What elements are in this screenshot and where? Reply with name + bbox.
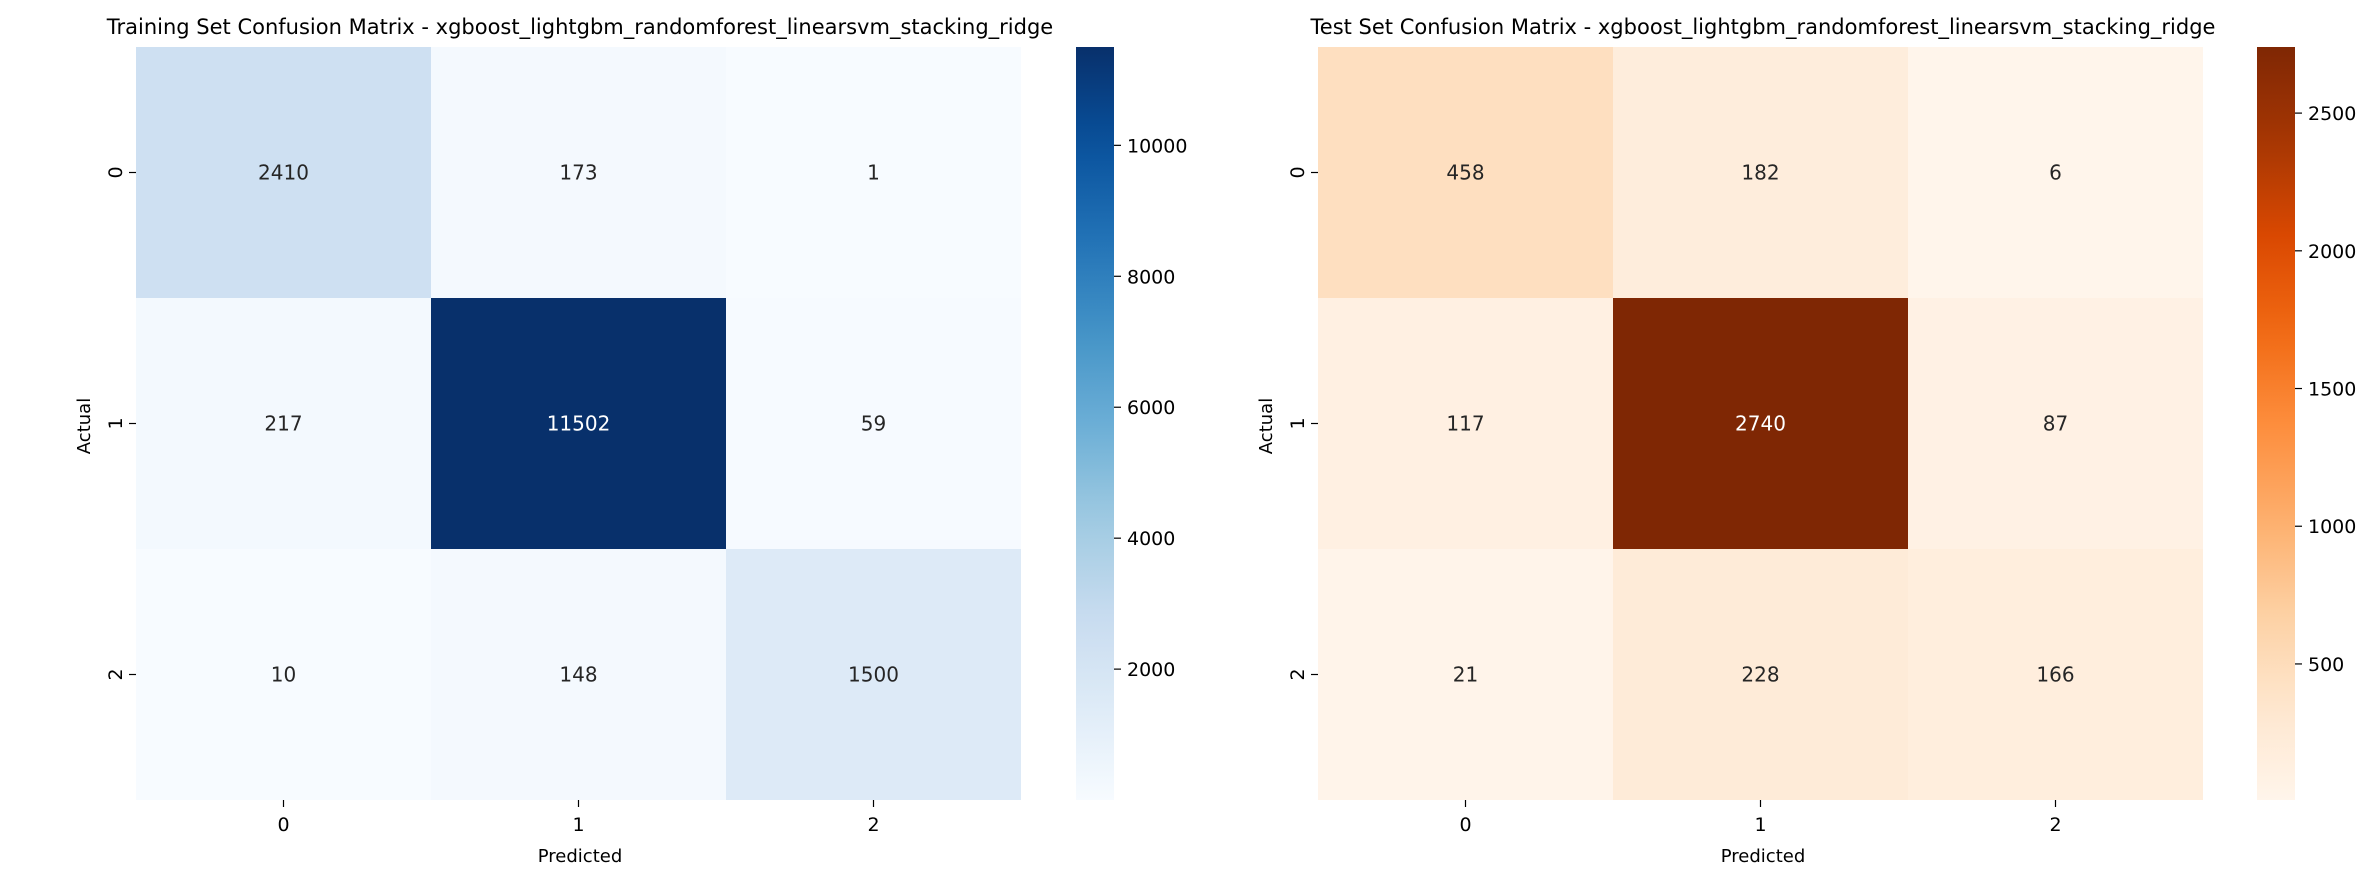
training-confusion-matrix-panel: Training Set Confusion Matrix - xgboost_… <box>74 15 1187 867</box>
colorbar-tick-label: 10000 <box>1127 135 1187 157</box>
cell-value-r0-c2: 1 <box>867 161 880 185</box>
cell-value-r1-c1: 11502 <box>547 412 611 436</box>
heatmap-cell-r1-c0 <box>1318 298 1613 549</box>
test-confusion-matrix-panel: Test Set Confusion Matrix - xgboost_ligh… <box>1256 15 2356 867</box>
heatmap-cell-r1-c2 <box>1908 298 2203 549</box>
colorbar-tick-label: 1000 <box>2308 516 2356 538</box>
heatmap-cell-r0-c1 <box>431 47 726 298</box>
y-tick-label: 2 <box>1287 668 1309 680</box>
colorbar-tick-label: 2000 <box>2308 241 2356 263</box>
heatmap-cell-r2-c0 <box>1318 549 1613 800</box>
colorbar-tick-label: 8000 <box>1127 266 1175 288</box>
x-tick-label: 0 <box>277 814 289 836</box>
y-tick-label: 1 <box>1287 417 1309 429</box>
heatmap-cell-r2-c2 <box>726 549 1021 800</box>
y-tick-label: 0 <box>1287 166 1309 178</box>
heatmap-cell-r2-c1 <box>431 549 726 800</box>
y-tick-label: 2 <box>105 668 127 680</box>
heatmap-cell-r1-c1 <box>1613 298 1908 549</box>
heatmap-cell-r2-c0 <box>136 549 431 800</box>
cell-value-r2-c0: 10 <box>271 663 296 687</box>
heatmap-cell-r0-c0 <box>1318 47 1613 298</box>
cell-value-r1-c2: 87 <box>2043 412 2068 436</box>
colorbar-tick-label: 2000 <box>1127 659 1175 681</box>
y-tick-label: 0 <box>105 166 127 178</box>
cell-value-r2-c0: 21 <box>1453 663 1478 687</box>
colorbar-tick-label: 4000 <box>1127 528 1175 550</box>
cell-value-r2-c1: 148 <box>559 663 597 687</box>
colorbar-tick-label: 1500 <box>2308 379 2356 401</box>
colorbar <box>1076 47 1114 800</box>
heatmap-cell-r0-c2 <box>1908 47 2203 298</box>
x-tick-label: 2 <box>2049 814 2061 836</box>
colorbar-tick-label: 500 <box>2308 654 2344 676</box>
heatmap-cell-r1-c1 <box>431 298 726 549</box>
cell-value-r0-c0: 2410 <box>258 161 309 185</box>
cell-value-r0-c1: 173 <box>559 161 597 185</box>
heatmap-cell-r1-c0 <box>136 298 431 549</box>
heatmap-cell-r0-c2 <box>726 47 1021 298</box>
x-tick-label: 2 <box>867 814 879 836</box>
x-tick-label: 0 <box>1459 814 1471 836</box>
chart-title: Training Set Confusion Matrix - xgboost_… <box>106 15 1053 40</box>
cell-value-r2-c1: 228 <box>1741 663 1779 687</box>
colorbar-tick-label: 6000 <box>1127 397 1175 419</box>
chart-title: Test Set Confusion Matrix - xgboost_ligh… <box>1310 15 2216 40</box>
x-axis-label: Predicted <box>1721 846 1806 867</box>
cell-value-r0-c2: 6 <box>2049 161 2062 185</box>
y-tick-label: 1 <box>105 417 127 429</box>
heatmap-cell-r2-c2 <box>1908 549 2203 800</box>
x-axis-label: Predicted <box>538 846 623 867</box>
heatmap-cell-r0-c0 <box>136 47 431 298</box>
x-tick-label: 1 <box>1754 814 1766 836</box>
colorbar <box>2257 47 2295 800</box>
cell-value-r1-c2: 59 <box>861 412 886 436</box>
cell-value-r0-c0: 458 <box>1446 161 1484 185</box>
heatmap-cell-r1-c2 <box>726 298 1021 549</box>
cell-value-r2-c2: 166 <box>2036 663 2074 687</box>
cell-value-r2-c2: 1500 <box>848 663 899 687</box>
cell-value-r1-c1: 2740 <box>1735 412 1786 436</box>
cell-value-r1-c0: 117 <box>1446 412 1484 436</box>
cell-value-r1-c0: 217 <box>264 412 302 436</box>
heatmap-cell-r2-c1 <box>1613 549 1908 800</box>
cell-value-r0-c1: 182 <box>1741 161 1779 185</box>
heatmap-cell-r0-c1 <box>1613 47 1908 298</box>
x-tick-label: 1 <box>572 814 584 836</box>
y-axis-label: Actual <box>1256 398 1277 454</box>
colorbar-tick-label: 2500 <box>2308 103 2356 125</box>
y-axis-label: Actual <box>74 398 95 454</box>
